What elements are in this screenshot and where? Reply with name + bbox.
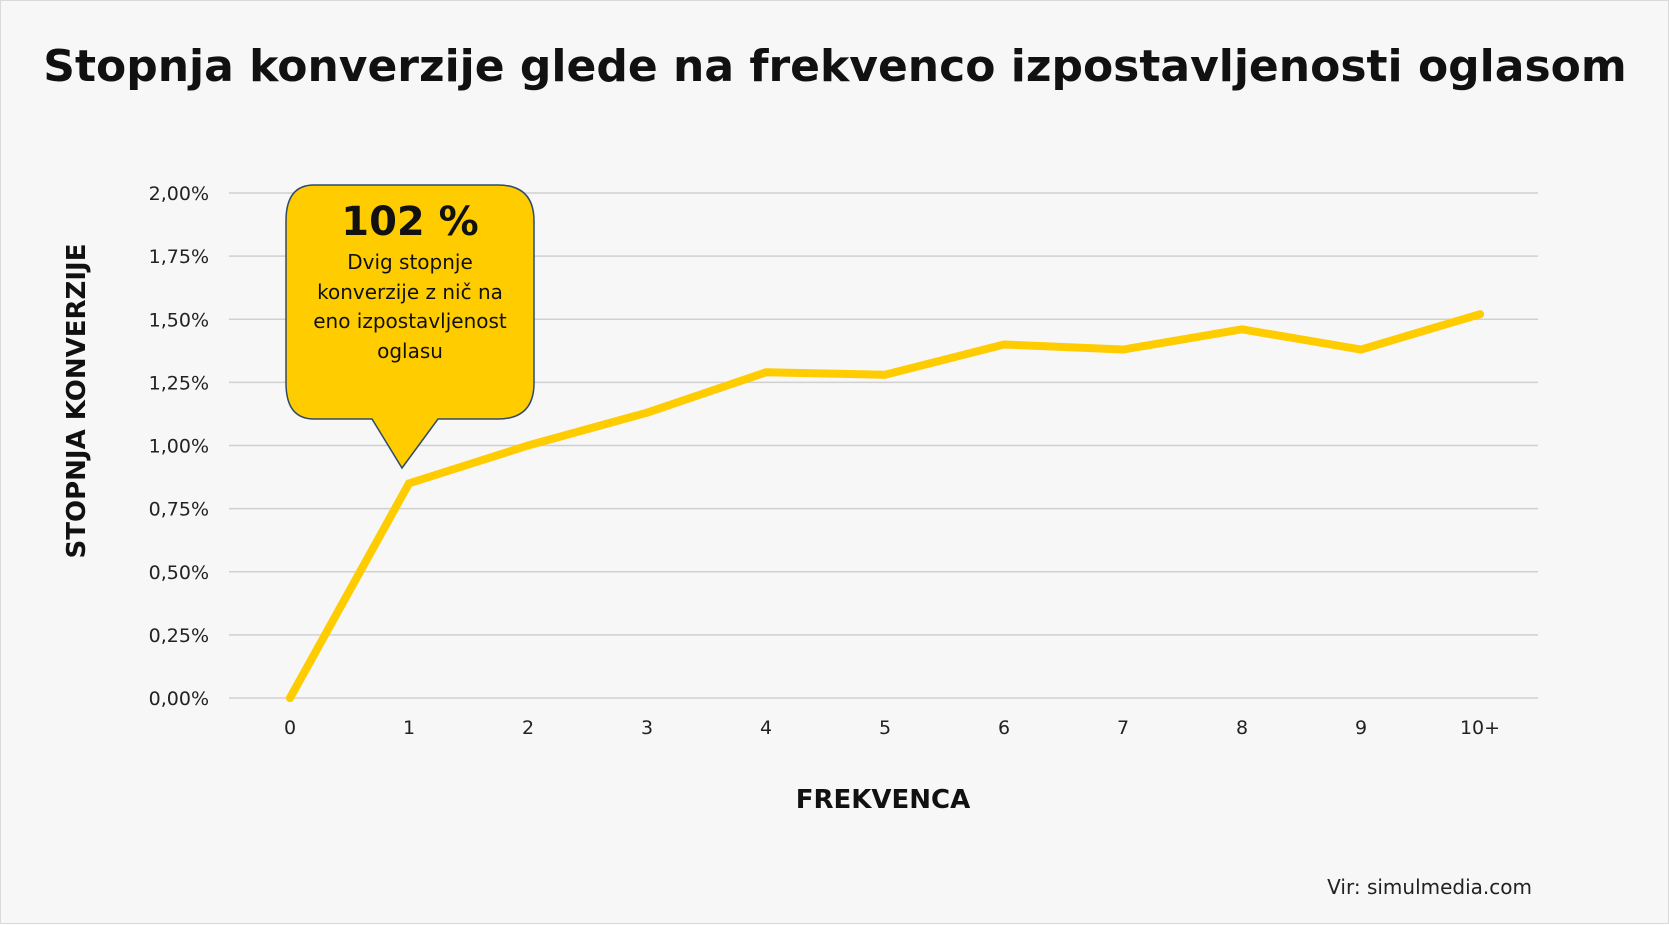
callout-bubble	[285, 184, 535, 470]
data-point	[1000, 340, 1008, 349]
x-tick-label: 2	[522, 717, 534, 739]
data-point	[881, 370, 889, 379]
data-point	[762, 368, 770, 377]
callout-text-line: eno izpostavljenost	[313, 309, 507, 333]
y-tick-label: 1,50%	[149, 309, 209, 331]
callout-text-line: konverzije z nič na	[317, 280, 503, 304]
source-note: Vir: simulmedia.com	[1327, 875, 1532, 899]
x-tick-label: 10+	[1460, 717, 1500, 739]
y-tick-label: 1,00%	[149, 436, 209, 458]
callout-text-line: oglasu	[377, 339, 443, 363]
y-tick-label: 0,00%	[149, 688, 209, 710]
data-point	[643, 408, 651, 417]
x-tick-label: 3	[641, 717, 653, 739]
data-point	[286, 694, 294, 702]
callout-value: 102 %	[341, 199, 479, 245]
data-point	[524, 441, 532, 450]
chart-title: Stopnja konverzije glede na frekvenco iz…	[43, 41, 1626, 92]
x-tick-label: 6	[998, 717, 1010, 739]
y-axis-label: STOPNJA KONVERZIJE	[62, 244, 92, 559]
x-tick-label: 9	[1355, 717, 1367, 739]
data-point	[1119, 345, 1127, 354]
data-point	[1476, 310, 1484, 319]
x-tick-labels: 0 1 2 3 4 5 6 7 8 9 10+	[284, 717, 1500, 739]
y-tick-label: 0,50%	[149, 562, 209, 584]
x-tick-label: 7	[1117, 717, 1129, 739]
y-tick-label: 1,25%	[149, 372, 209, 394]
x-tick-label: 4	[760, 717, 772, 739]
x-tick-label: 8	[1236, 717, 1248, 739]
data-point	[405, 479, 413, 488]
y-tick-label: 0,75%	[149, 499, 209, 521]
x-tick-label: 1	[403, 717, 415, 739]
series-layer	[286, 310, 1484, 702]
x-axis-label: FREKVENCA	[796, 785, 971, 815]
y-tick-label: 0,25%	[149, 625, 209, 647]
callout-annotation: 102 % Dvig stopnje konverzije z nič na e…	[285, 184, 535, 470]
x-tick-label: 5	[879, 717, 891, 739]
data-point	[1357, 345, 1365, 354]
y-tick-label: 2,00%	[149, 183, 209, 205]
x-tick-label: 0	[284, 717, 296, 739]
y-tick-label: 1,75%	[149, 246, 209, 268]
y-tick-labels: 0,00% 0,25% 0,50% 0,75% 1,00% 1,25% 1,50% 1,75%…	[149, 183, 209, 710]
data-point	[1238, 325, 1246, 334]
callout-text-line: Dvig stopnje	[347, 250, 473, 274]
